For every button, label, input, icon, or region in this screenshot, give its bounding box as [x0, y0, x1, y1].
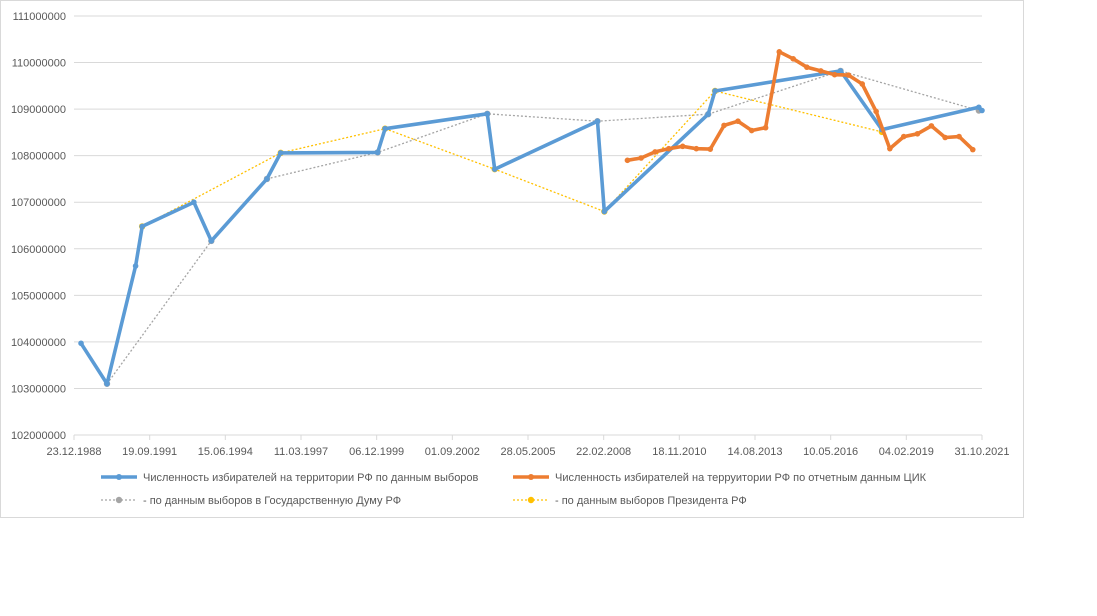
- data-point: [873, 108, 879, 115]
- legend-item: - по данным выборов в Государственную Ду…: [101, 495, 401, 507]
- x-tick-label: 01.09.2002: [425, 446, 480, 458]
- legend-marker: [115, 496, 123, 504]
- series: [78, 68, 985, 387]
- data-point: [748, 127, 755, 134]
- data-point: [693, 145, 700, 152]
- y-tick-label: 111000000: [13, 11, 66, 23]
- data-point: [191, 199, 197, 206]
- data-point: [277, 150, 284, 156]
- y-tick-label: 102000000: [11, 430, 66, 442]
- data-point: [859, 81, 866, 87]
- data-point: [491, 166, 498, 172]
- series-line: [79, 69, 984, 386]
- legend-marker: [116, 474, 122, 480]
- data-point: [928, 123, 935, 129]
- data-point: [979, 107, 985, 114]
- data-point: [887, 145, 893, 152]
- legend-marker: [528, 474, 534, 480]
- data-point: [705, 111, 711, 118]
- data-point: [382, 125, 388, 132]
- x-tick-label: 10.05.2016: [803, 446, 858, 458]
- data-point: [818, 68, 824, 74]
- data-point: [721, 122, 727, 129]
- series-line: [106, 70, 979, 385]
- y-tick-label: 110000000: [12, 58, 66, 70]
- data-point: [665, 145, 672, 152]
- data-point: [601, 208, 608, 215]
- data-point: [624, 157, 631, 164]
- data-point: [594, 118, 601, 125]
- data-point: [804, 64, 810, 71]
- legend-label: - по данным выборов Президента РФ: [555, 495, 747, 507]
- x-axis: 23.12.1988 19.09.1991 15.06.1994 11.03.1997…: [46, 435, 1010, 458]
- legend: Численность избирателей на территории РФ…: [101, 472, 927, 507]
- data-point: [790, 56, 797, 62]
- data-point: [78, 340, 84, 347]
- data-point: [956, 133, 962, 140]
- data-point: [208, 238, 215, 244]
- data-point: [762, 124, 769, 131]
- y-tick-label: 105000000: [11, 290, 66, 302]
- legend-label: Численность избирателей на терруитории Р…: [555, 472, 927, 484]
- x-tick-label: 11.03.1997: [274, 446, 328, 458]
- y-tick-label: 109000000: [11, 104, 66, 116]
- x-tick-label: 23.12.1988: [46, 446, 101, 458]
- legend-label: Численность избирателей на территории РФ…: [143, 472, 479, 484]
- legend-marker: [527, 496, 535, 504]
- chart-frame: 102000000 103000000 104000000 105000000 1060…: [0, 0, 1024, 518]
- data-point: [264, 176, 270, 182]
- x-tick-label: 06.12.1999: [349, 446, 404, 458]
- data-point: [638, 155, 644, 161]
- data-point: [837, 68, 844, 74]
- legend-item: Численность избирателей на территории РФ…: [101, 472, 479, 484]
- y-tick-label: 104000000: [11, 337, 66, 349]
- data-point: [914, 130, 921, 137]
- data-point: [707, 146, 714, 152]
- data-point: [969, 146, 976, 153]
- x-tick-label: 28.05.2005: [500, 446, 555, 458]
- y-tick-label: 106000000: [11, 244, 66, 256]
- legend-label: - по данным выборов в Государственную Ду…: [143, 495, 401, 507]
- y-axis: 102000000 103000000 104000000 105000000 1060…: [11, 11, 66, 442]
- data-point: [484, 110, 491, 117]
- x-tick-label: 14.08.2013: [727, 446, 782, 458]
- y-tick-label: 107000000: [11, 197, 66, 209]
- x-tick-label: 18.11.2010: [652, 446, 706, 458]
- series-layer: [78, 49, 985, 387]
- x-tick-label: 31.10.2021: [954, 446, 1009, 458]
- y-tick-label: 103000000: [11, 383, 66, 395]
- data-point: [652, 149, 658, 155]
- series: [103, 67, 983, 387]
- data-point: [712, 88, 718, 94]
- x-tick-label: 15.06.1994: [198, 446, 253, 458]
- data-point: [679, 143, 686, 150]
- data-point: [776, 49, 783, 55]
- chart: 102000000 103000000 104000000 105000000 1060…: [11, 11, 1010, 507]
- series-line: [141, 90, 883, 227]
- data-point: [139, 223, 145, 230]
- gridlines: [74, 15, 982, 436]
- legend-item: - по данным выборов Президента РФ: [513, 495, 747, 507]
- data-point: [104, 380, 110, 387]
- data-point: [374, 149, 381, 156]
- x-tick-label: 19.09.1991: [122, 446, 177, 458]
- data-point: [831, 71, 838, 78]
- data-point: [132, 263, 139, 269]
- y-tick-label: 108000000: [11, 151, 66, 163]
- data-point: [735, 118, 741, 125]
- legend-item: Численность избирателей на терруитории Р…: [513, 472, 927, 484]
- data-point: [942, 134, 948, 141]
- data-point: [900, 133, 907, 140]
- series: [624, 49, 976, 164]
- data-point: [845, 72, 852, 78]
- series-line: [625, 50, 975, 163]
- x-tick-label: 04.02.2019: [879, 446, 934, 458]
- x-tick-label: 22.02.2008: [576, 446, 631, 458]
